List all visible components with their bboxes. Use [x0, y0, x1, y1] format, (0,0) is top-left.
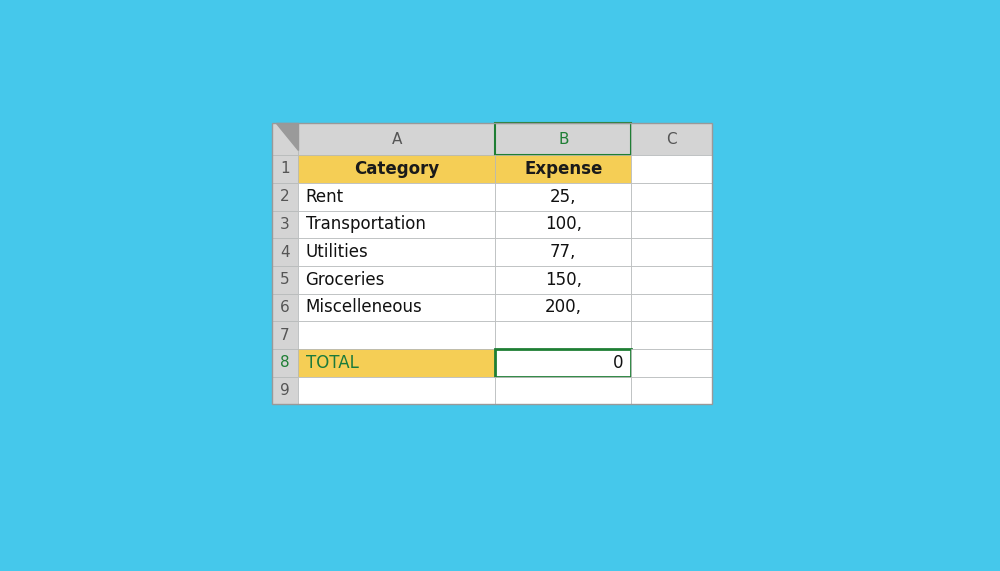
- Bar: [298, 211, 495, 238]
- Text: Utilities: Utilities: [306, 243, 368, 261]
- Text: C: C: [666, 132, 677, 147]
- Text: 2: 2: [280, 189, 290, 204]
- Text: TOTAL: TOTAL: [306, 354, 358, 372]
- Bar: [495, 123, 631, 155]
- Bar: [298, 266, 495, 293]
- Text: B: B: [558, 132, 569, 147]
- Bar: [631, 155, 712, 183]
- Bar: [495, 377, 631, 404]
- Bar: [495, 321, 631, 349]
- Bar: [298, 123, 495, 155]
- Text: A: A: [391, 132, 402, 147]
- Bar: [272, 238, 298, 266]
- Text: Transportation: Transportation: [306, 215, 425, 234]
- Bar: [298, 293, 495, 321]
- Bar: [298, 377, 495, 404]
- Text: Expense: Expense: [524, 160, 602, 178]
- Bar: [495, 183, 631, 211]
- Text: 25,: 25,: [550, 188, 577, 206]
- Bar: [495, 155, 631, 183]
- Bar: [495, 266, 631, 293]
- Text: 8: 8: [280, 355, 290, 371]
- Text: Rent: Rent: [306, 188, 344, 206]
- Text: Miscelleneous: Miscelleneous: [306, 299, 422, 316]
- Bar: [631, 183, 712, 211]
- Text: Groceries: Groceries: [306, 271, 385, 289]
- Bar: [495, 293, 631, 321]
- Text: 150,: 150,: [545, 271, 582, 289]
- Text: 7: 7: [280, 328, 290, 343]
- Text: 9: 9: [280, 383, 290, 398]
- Bar: [272, 123, 712, 404]
- Bar: [272, 123, 298, 155]
- Text: 0: 0: [613, 354, 623, 372]
- Text: 6: 6: [280, 300, 290, 315]
- Text: 100,: 100,: [545, 215, 582, 234]
- Bar: [272, 293, 298, 321]
- Bar: [272, 183, 298, 211]
- Bar: [272, 266, 298, 293]
- Bar: [495, 211, 631, 238]
- Text: Category: Category: [354, 160, 439, 178]
- Bar: [272, 349, 298, 377]
- Bar: [298, 183, 495, 211]
- Text: 200,: 200,: [545, 299, 582, 316]
- Bar: [631, 211, 712, 238]
- Text: 4: 4: [280, 244, 290, 260]
- Text: 3: 3: [280, 217, 290, 232]
- Bar: [298, 155, 495, 183]
- Bar: [272, 211, 298, 238]
- Bar: [631, 238, 712, 266]
- Bar: [495, 349, 631, 377]
- Bar: [272, 155, 298, 183]
- Bar: [631, 349, 712, 377]
- Text: 5: 5: [280, 272, 290, 287]
- Bar: [631, 123, 712, 155]
- Bar: [631, 321, 712, 349]
- Text: 77,: 77,: [550, 243, 576, 261]
- Bar: [298, 349, 495, 377]
- Text: 1: 1: [280, 162, 290, 176]
- Bar: [272, 377, 298, 404]
- Bar: [495, 238, 631, 266]
- Bar: [272, 321, 298, 349]
- Bar: [298, 321, 495, 349]
- Bar: [298, 238, 495, 266]
- Bar: [631, 377, 712, 404]
- Bar: [631, 293, 712, 321]
- Bar: [631, 266, 712, 293]
- Polygon shape: [276, 123, 298, 150]
